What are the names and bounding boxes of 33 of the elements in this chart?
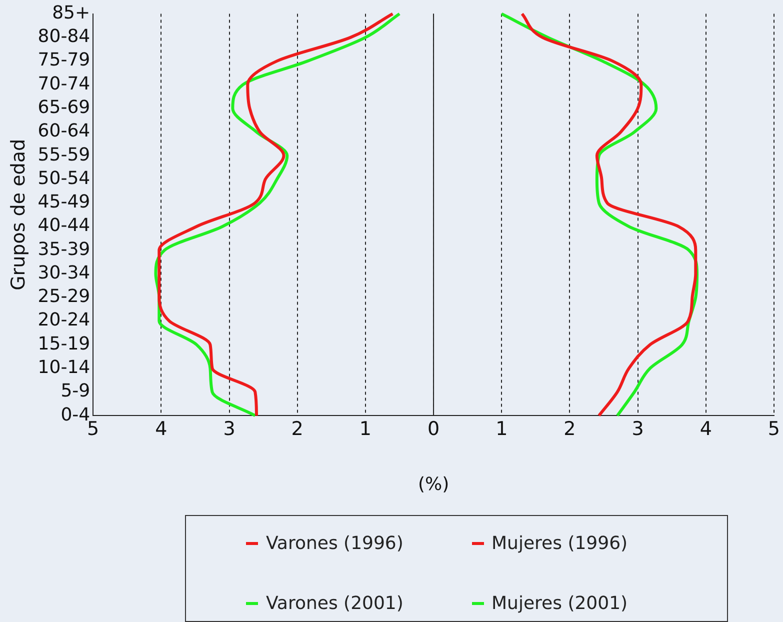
y-tick-label: 10-14 xyxy=(38,357,90,378)
y-tick-label: 50-54 xyxy=(38,168,90,189)
x-tick-label: 2 xyxy=(291,418,304,440)
y-tick-label: 75-79 xyxy=(38,50,90,71)
y-tick-label: 60-64 xyxy=(38,120,90,142)
y-tick-label: 30-34 xyxy=(38,262,90,284)
y-tick-label: 70-74 xyxy=(38,73,90,94)
y-tick-label: 45-49 xyxy=(38,192,90,213)
x-tick-label: 4 xyxy=(155,418,168,440)
y-tick-label: 35-39 xyxy=(38,238,90,260)
y-tick-label: 80-84 xyxy=(38,26,90,48)
legend-label: Mujeres (2001) xyxy=(492,593,628,614)
y-axis-title: Grupos de edad xyxy=(7,138,30,290)
legend-label: Varones (1996) xyxy=(266,532,404,554)
y-tick-label: 5-9 xyxy=(60,380,90,402)
x-tick-label: 3 xyxy=(632,418,644,440)
x-tick-label: 3 xyxy=(223,418,236,440)
y-tick-label: 20-24 xyxy=(38,310,90,331)
y-tick-label: 55-59 xyxy=(38,144,90,166)
y-tick-label: 85+ xyxy=(52,2,90,24)
x-tick-label: 2 xyxy=(564,418,576,440)
y-tick-label: 25-29 xyxy=(38,286,90,308)
x-tick-label: 1 xyxy=(359,418,372,440)
x-tick-label: 0 xyxy=(427,418,440,440)
y-tick-label: 15-19 xyxy=(38,333,90,354)
y-tick-label: 40-44 xyxy=(38,215,90,236)
legend-label: Varones (2001) xyxy=(266,593,404,614)
y-tick-label: 65-69 xyxy=(38,97,90,118)
legend-label: Mujeres (1996) xyxy=(492,532,628,554)
x-axis-title: (%) xyxy=(418,474,450,495)
x-tick-label: 5 xyxy=(768,418,780,440)
x-tick-label: 4 xyxy=(700,418,712,440)
x-tick-label: 1 xyxy=(496,418,508,440)
